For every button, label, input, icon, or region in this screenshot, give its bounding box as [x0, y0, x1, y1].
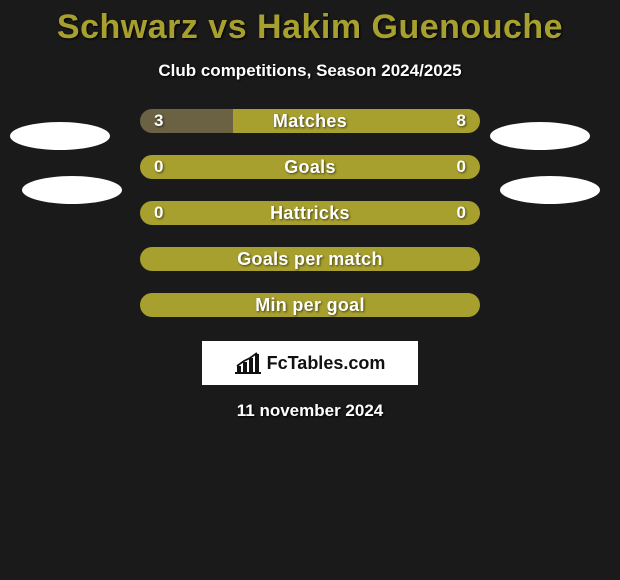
- player-avatar-placeholder: [500, 176, 600, 204]
- stat-row: Hattricks 0 0: [0, 201, 620, 225]
- stat-bar: Goals 0 0: [140, 155, 480, 179]
- chart-icon: [235, 352, 261, 374]
- stat-row: Goals 0 0: [0, 155, 620, 179]
- brand-text: FcTables.com: [267, 353, 386, 374]
- stat-value-right: 0: [457, 157, 466, 177]
- date-label: 11 november 2024: [0, 401, 620, 421]
- stat-row: Min per goal: [0, 293, 620, 317]
- stat-label: Min per goal: [255, 295, 365, 316]
- stat-label: Matches: [273, 111, 347, 132]
- stat-value-right: 8: [457, 111, 466, 131]
- page-subtitle: Club competitions, Season 2024/2025: [0, 61, 620, 81]
- stat-label: Hattricks: [270, 203, 350, 224]
- player-avatar-placeholder: [22, 176, 122, 204]
- stat-label: Goals: [284, 157, 336, 178]
- stat-value-left: 0: [154, 203, 163, 223]
- stat-value-left: 3: [154, 111, 163, 131]
- page-title: Schwarz vs Hakim Guenouche: [0, 8, 620, 47]
- stat-value-left: 0: [154, 157, 163, 177]
- player-avatar-placeholder: [490, 122, 590, 150]
- stat-bar: Goals per match: [140, 247, 480, 271]
- stat-bar-right: [233, 109, 480, 133]
- stat-bar: Min per goal: [140, 293, 480, 317]
- comparison-widget: Schwarz vs Hakim Guenouche Club competit…: [0, 0, 620, 421]
- brand-logo: FcTables.com: [202, 341, 418, 385]
- stat-value-right: 0: [457, 203, 466, 223]
- stat-bar: Matches 3 8: [140, 109, 480, 133]
- player-avatar-placeholder: [10, 122, 110, 150]
- stat-bar: Hattricks 0 0: [140, 201, 480, 225]
- stat-label: Goals per match: [237, 249, 383, 270]
- stat-row: Goals per match: [0, 247, 620, 271]
